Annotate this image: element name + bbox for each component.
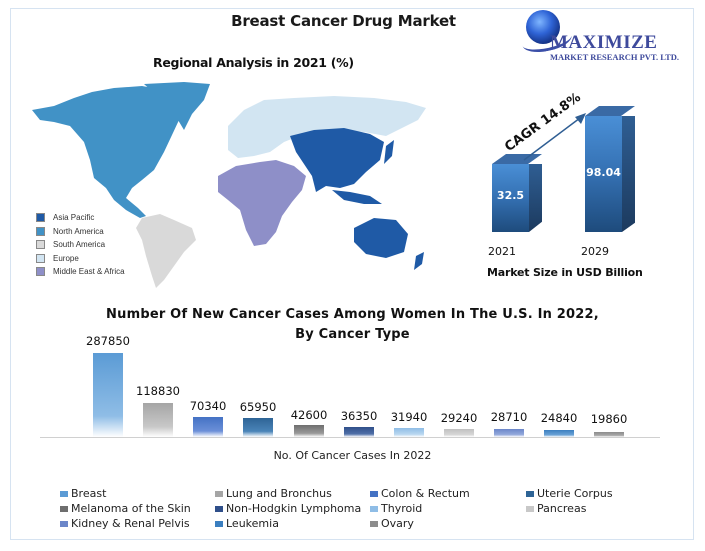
- bar-value: 28710: [490, 410, 528, 424]
- world-map: [32, 82, 426, 288]
- legend-item: Lung and Bronchus: [215, 486, 332, 501]
- legend-swatch: [36, 240, 45, 250]
- cases-chart-title: Number Of New Cancer Cases Among Women I…: [106, 307, 599, 342]
- legend-item: Breast: [60, 486, 106, 501]
- bar-uterie-corpus: [243, 418, 273, 437]
- map-legend-item: Europe: [36, 252, 125, 266]
- cagr-arrow-icon: [523, 113, 586, 161]
- legend-swatch: [60, 505, 68, 512]
- region-north-america: [32, 86, 199, 218]
- legend-item: Pancreas: [526, 501, 586, 516]
- region-south-america: [136, 214, 196, 288]
- map-legend-item: Middle East & Africa: [36, 265, 125, 279]
- bar-value: 65950: [239, 400, 277, 414]
- bar-breast: [93, 353, 123, 437]
- legend-item: Ovary: [370, 516, 414, 531]
- bar-value: 287850: [86, 334, 130, 348]
- legend-swatch: [370, 490, 378, 497]
- legend-swatch: [36, 267, 45, 277]
- legend-swatch: [526, 490, 534, 497]
- bar-ovary: [594, 432, 624, 437]
- bar-value: 31940: [390, 410, 428, 424]
- legend-swatch: [370, 505, 378, 512]
- map-legend-item: North America: [36, 225, 125, 239]
- market-bar-2029: 98.04: [585, 106, 635, 232]
- legend-swatch: [215, 505, 223, 512]
- region-indonesia: [332, 190, 382, 204]
- legend-swatch: [370, 520, 378, 527]
- bar-kidney: [494, 429, 524, 437]
- logo-brand: MAXIMIZE: [550, 32, 658, 53]
- market-size-caption: Market Size in USD Billion: [487, 266, 643, 279]
- region-greenland: [144, 82, 210, 130]
- company-logo: MAXIMIZE MARKET RESEARCH PVT. LTD.: [520, 8, 700, 68]
- legend-swatch: [526, 505, 534, 512]
- legend-item: Leukemia: [215, 516, 279, 531]
- bar-value: 70340: [189, 399, 227, 413]
- legend-swatch: [215, 520, 223, 527]
- region-middle-east-africa: [218, 160, 306, 246]
- bar-thyroid: [394, 428, 424, 437]
- region-europe: [228, 96, 426, 158]
- legend-item: Kidney & Renal Pelvis: [60, 516, 190, 531]
- x-axis-label: No. Of Cancer Cases In 2022: [273, 449, 432, 462]
- year-label: 2029: [581, 245, 609, 258]
- page-title: Breast Cancer Drug Market: [231, 12, 456, 30]
- logo-subtitle: MARKET RESEARCH PVT. LTD.: [550, 52, 680, 62]
- infographic-frame: [10, 8, 694, 540]
- legend-item: Uterie Corpus: [526, 486, 613, 501]
- globe-icon: [526, 10, 560, 44]
- map-legend: Asia Pacific North America South America…: [36, 211, 125, 279]
- legend-swatch: [36, 226, 45, 236]
- bar-non-hodgkin: [344, 427, 374, 437]
- bar-lung-bronchus: [143, 403, 173, 437]
- legend-item: Non-Hodgkin Lymphoma: [215, 501, 361, 516]
- market-bar-2021: 32.5: [492, 154, 542, 232]
- bar-value: 19860: [590, 412, 628, 426]
- legend-swatch: [215, 490, 223, 497]
- legend-swatch: [36, 253, 45, 263]
- region-australia: [354, 218, 408, 258]
- legend-item: Thyroid: [370, 501, 422, 516]
- map-legend-item: South America: [36, 238, 125, 252]
- region-asia-pacific: [290, 128, 384, 192]
- bar-pancreas: [444, 429, 474, 437]
- bar-value: 118830: [136, 384, 180, 398]
- region-new-zealand: [414, 252, 424, 270]
- year-label: 2021: [488, 245, 516, 258]
- map-legend-item: Asia Pacific: [36, 211, 125, 225]
- bar-value: 29240: [440, 411, 478, 425]
- x-axis-line: [40, 437, 660, 438]
- bar-value: 36350: [340, 409, 378, 423]
- legend-swatch: [60, 490, 68, 497]
- bar-value: 42600: [290, 408, 328, 422]
- bar-value: 24840: [540, 411, 578, 425]
- regional-title: Regional Analysis in 2021 (%): [153, 55, 354, 70]
- bar-melanoma: [294, 425, 324, 437]
- bar-leukemia: [544, 430, 574, 437]
- legend-swatch: [36, 213, 45, 223]
- legend-item: Colon & Rectum: [370, 486, 470, 501]
- legend-item: Melanoma of the Skin: [60, 501, 191, 516]
- region-japan: [384, 140, 394, 164]
- bar-colon-rectum: [193, 417, 223, 437]
- legend-swatch: [60, 520, 68, 527]
